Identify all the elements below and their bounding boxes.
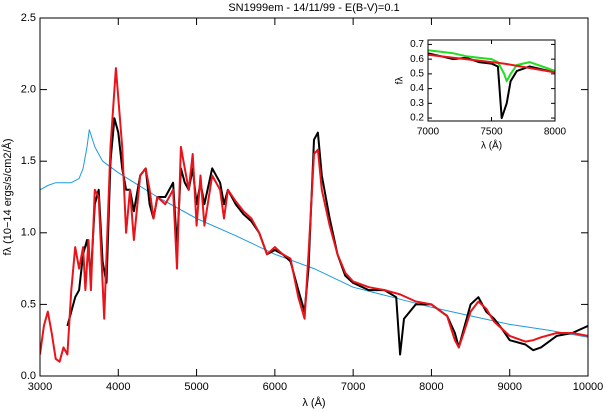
x-tick-label: 9000 <box>497 381 521 393</box>
y-tick-label: 0.2 <box>410 113 424 124</box>
x-tick-label: 7000 <box>341 381 365 393</box>
x-axis-label: λ (Å) <box>481 139 502 152</box>
y-tick-label: 2.0 <box>21 84 36 96</box>
y-tick-label: 2.5 <box>21 12 36 24</box>
x-tick-label: 6000 <box>263 381 287 393</box>
y-tick-label: 1.0 <box>21 227 36 239</box>
x-axis-label: λ (Å) <box>302 396 325 409</box>
y-tick-label: 0.4 <box>410 83 424 94</box>
spectrum-line <box>428 53 555 74</box>
y-tick-label: 0.5 <box>21 298 36 310</box>
x-tick-label: 7000 <box>417 127 440 138</box>
y-tick-label: 0.5 <box>410 69 424 80</box>
spectrum-line <box>66 117 588 356</box>
y-tick-label: 1.5 <box>21 155 36 167</box>
spectrum-line <box>40 67 588 363</box>
y-tick-label: 0.7 <box>410 39 424 50</box>
x-tick-label: 4000 <box>106 381 130 393</box>
y-axis-label: fλ <box>395 77 406 85</box>
y-tick-label: 0.6 <box>410 54 424 65</box>
chart-title: SN1999em - 14/11/99 - E(B-V)=0.1 <box>228 2 399 14</box>
y-axis-label: fλ (10−14 ergs/s/cm2/Å) <box>1 138 14 255</box>
y-tick-label: 0.0 <box>21 370 36 382</box>
y-tick-label: 0.3 <box>410 98 424 109</box>
x-tick-label: 3000 <box>28 381 52 393</box>
x-tick-label: 8000 <box>419 381 443 393</box>
axes-box <box>39 17 589 377</box>
x-tick-label: 5000 <box>184 381 208 393</box>
x-tick-label: 10000 <box>573 381 603 393</box>
x-tick-label: 8000 <box>544 127 567 138</box>
spectrum-line <box>428 49 555 83</box>
x-tick-label: 7500 <box>480 127 503 138</box>
